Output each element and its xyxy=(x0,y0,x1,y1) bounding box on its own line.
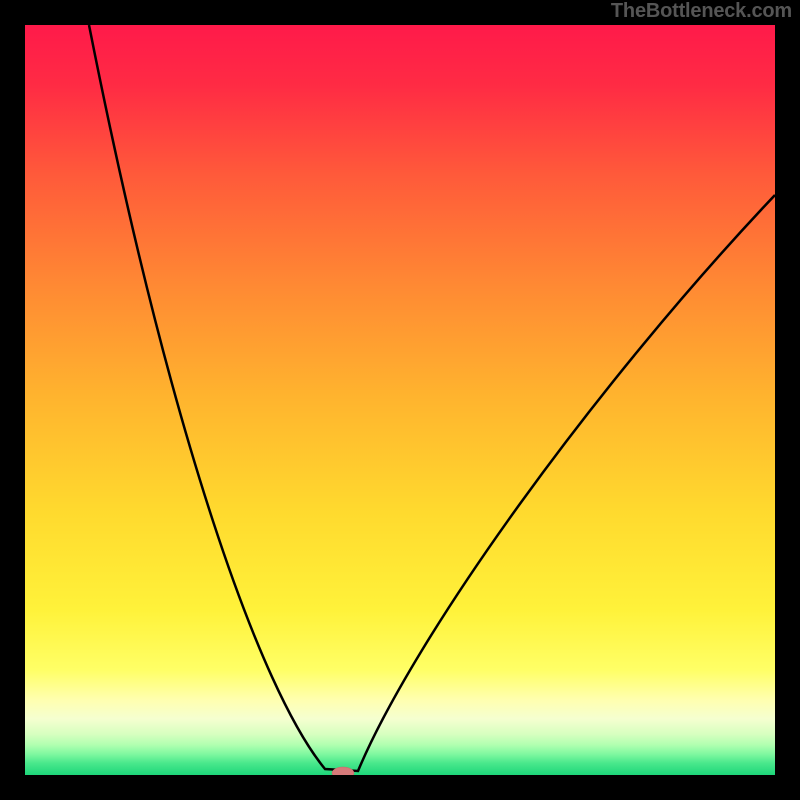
gradient-background xyxy=(25,25,775,775)
plot-area xyxy=(25,25,775,775)
chart-svg xyxy=(25,25,775,775)
frame-border-right xyxy=(775,0,800,800)
frame-border-bottom xyxy=(0,775,800,800)
frame-border-left xyxy=(0,0,25,800)
watermark-text: TheBottleneck.com xyxy=(611,0,792,23)
